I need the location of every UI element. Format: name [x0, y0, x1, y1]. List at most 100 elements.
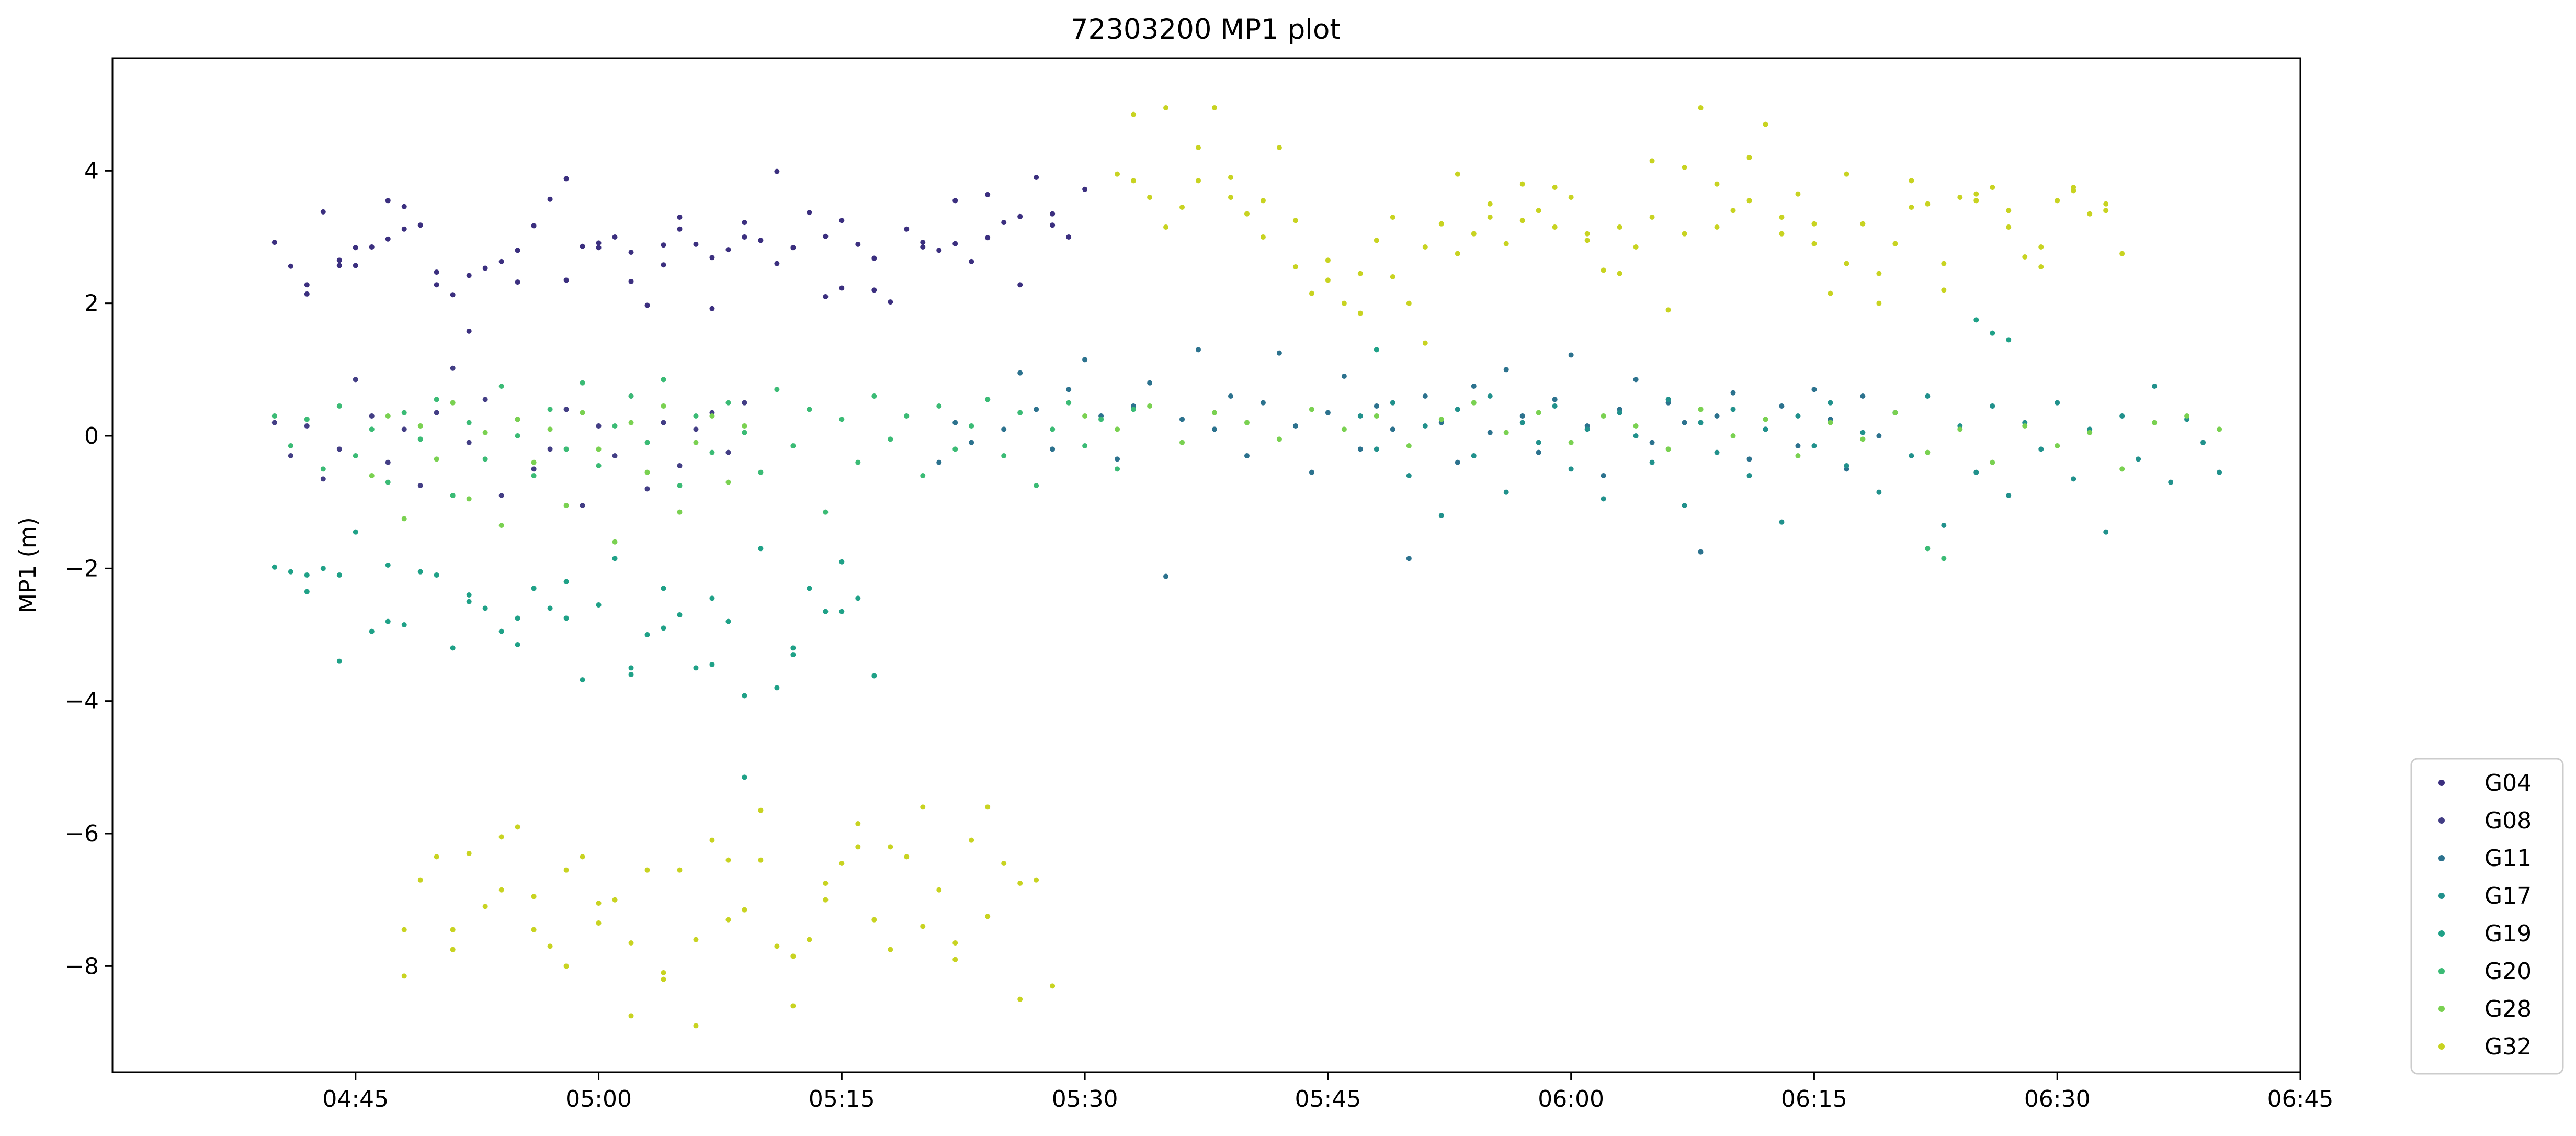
data-point [677, 612, 683, 617]
data-point [434, 410, 439, 415]
data-point [1633, 423, 1639, 429]
data-point [612, 234, 618, 240]
data-point [661, 625, 666, 631]
data-point [2217, 469, 2222, 475]
data-point [1568, 352, 1574, 358]
data-point [1698, 105, 1704, 110]
data-point [336, 572, 342, 578]
data-point [774, 261, 780, 266]
legend-item: G04 [2438, 770, 2532, 796]
data-point [888, 947, 893, 952]
legend-item: G32 [2438, 1033, 2532, 1060]
data-point [1017, 996, 1023, 1002]
data-point [1973, 469, 1979, 475]
data-point [2055, 400, 2060, 406]
data-point [855, 844, 861, 850]
x-axis: 04:45 05:00 05:15 05:30 05:45 06:00 06:15 06:30… [322, 1072, 2333, 1112]
data-point [1406, 300, 1412, 306]
data-point [596, 245, 602, 251]
data-point [482, 456, 488, 462]
data-point [985, 914, 991, 919]
data-point [677, 867, 683, 873]
x-tick-label: 06:15 [1781, 1086, 1847, 1112]
y-axis-label: MP1 (m) [15, 517, 41, 613]
data-point [369, 628, 375, 634]
data-point [1779, 519, 1785, 525]
data-point [1990, 185, 1995, 190]
data-point [2038, 446, 2044, 452]
data-point [401, 622, 407, 627]
data-point [1649, 459, 1655, 465]
data-point [466, 851, 472, 856]
legend-marker [2438, 893, 2445, 899]
data-point [969, 837, 974, 843]
data-point [2022, 423, 2028, 429]
data-point [498, 834, 504, 840]
data-point [2006, 224, 2012, 230]
data-point [369, 473, 375, 478]
data-point [563, 407, 569, 412]
data-point [385, 563, 391, 568]
data-point [725, 400, 731, 406]
data-point [790, 652, 796, 657]
data-point [1260, 198, 1266, 204]
data-point [709, 306, 715, 311]
data-point [742, 693, 747, 699]
legend-marker [2438, 780, 2445, 786]
data-point [1422, 423, 1428, 429]
data-point [1552, 185, 1558, 190]
data-point [758, 546, 764, 552]
data-point [1519, 218, 1525, 223]
data-point [725, 449, 731, 455]
data-point [904, 413, 910, 419]
data-point [677, 509, 683, 515]
data-point [661, 403, 666, 409]
data-point [871, 393, 877, 399]
data-point [936, 887, 942, 893]
data-point [2200, 440, 2206, 445]
data-point [855, 459, 861, 465]
data-point [1341, 300, 1347, 306]
data-point [969, 423, 974, 429]
data-point [1276, 350, 1282, 356]
data-point [1763, 426, 1768, 432]
data-point [531, 223, 537, 229]
data-point [466, 496, 472, 502]
legend-label: G19 [2484, 920, 2532, 947]
data-point [450, 645, 456, 651]
data-point [1115, 466, 1120, 472]
data-point [1115, 171, 1120, 177]
data-point [612, 423, 618, 429]
data-point [369, 413, 375, 419]
data-point [1163, 224, 1169, 230]
data-point [1471, 384, 1477, 389]
x-tick-label: 06:30 [2024, 1086, 2091, 1112]
data-point [644, 440, 650, 445]
data-point [401, 973, 407, 979]
data-point [1147, 195, 1153, 200]
data-point [1779, 231, 1785, 237]
data-point [677, 226, 683, 232]
data-point [612, 453, 618, 458]
data-point [1374, 413, 1379, 419]
data-point [693, 426, 699, 432]
data-point [1584, 426, 1590, 432]
data-point [1131, 407, 1137, 412]
data-point [401, 410, 407, 415]
data-point [466, 273, 472, 278]
data-point [563, 963, 569, 969]
data-point [1390, 400, 1395, 406]
data-point [855, 595, 861, 601]
data-point [1098, 417, 1104, 422]
data-point [596, 602, 602, 608]
data-point [1568, 195, 1574, 200]
data-point [823, 509, 829, 515]
data-point [336, 263, 342, 268]
data-point [417, 436, 423, 442]
data-point [612, 897, 618, 903]
data-point [1082, 443, 1088, 448]
data-point [1601, 267, 1606, 273]
data-point [596, 240, 602, 246]
data-point [1973, 191, 1979, 197]
data-point [823, 609, 829, 614]
